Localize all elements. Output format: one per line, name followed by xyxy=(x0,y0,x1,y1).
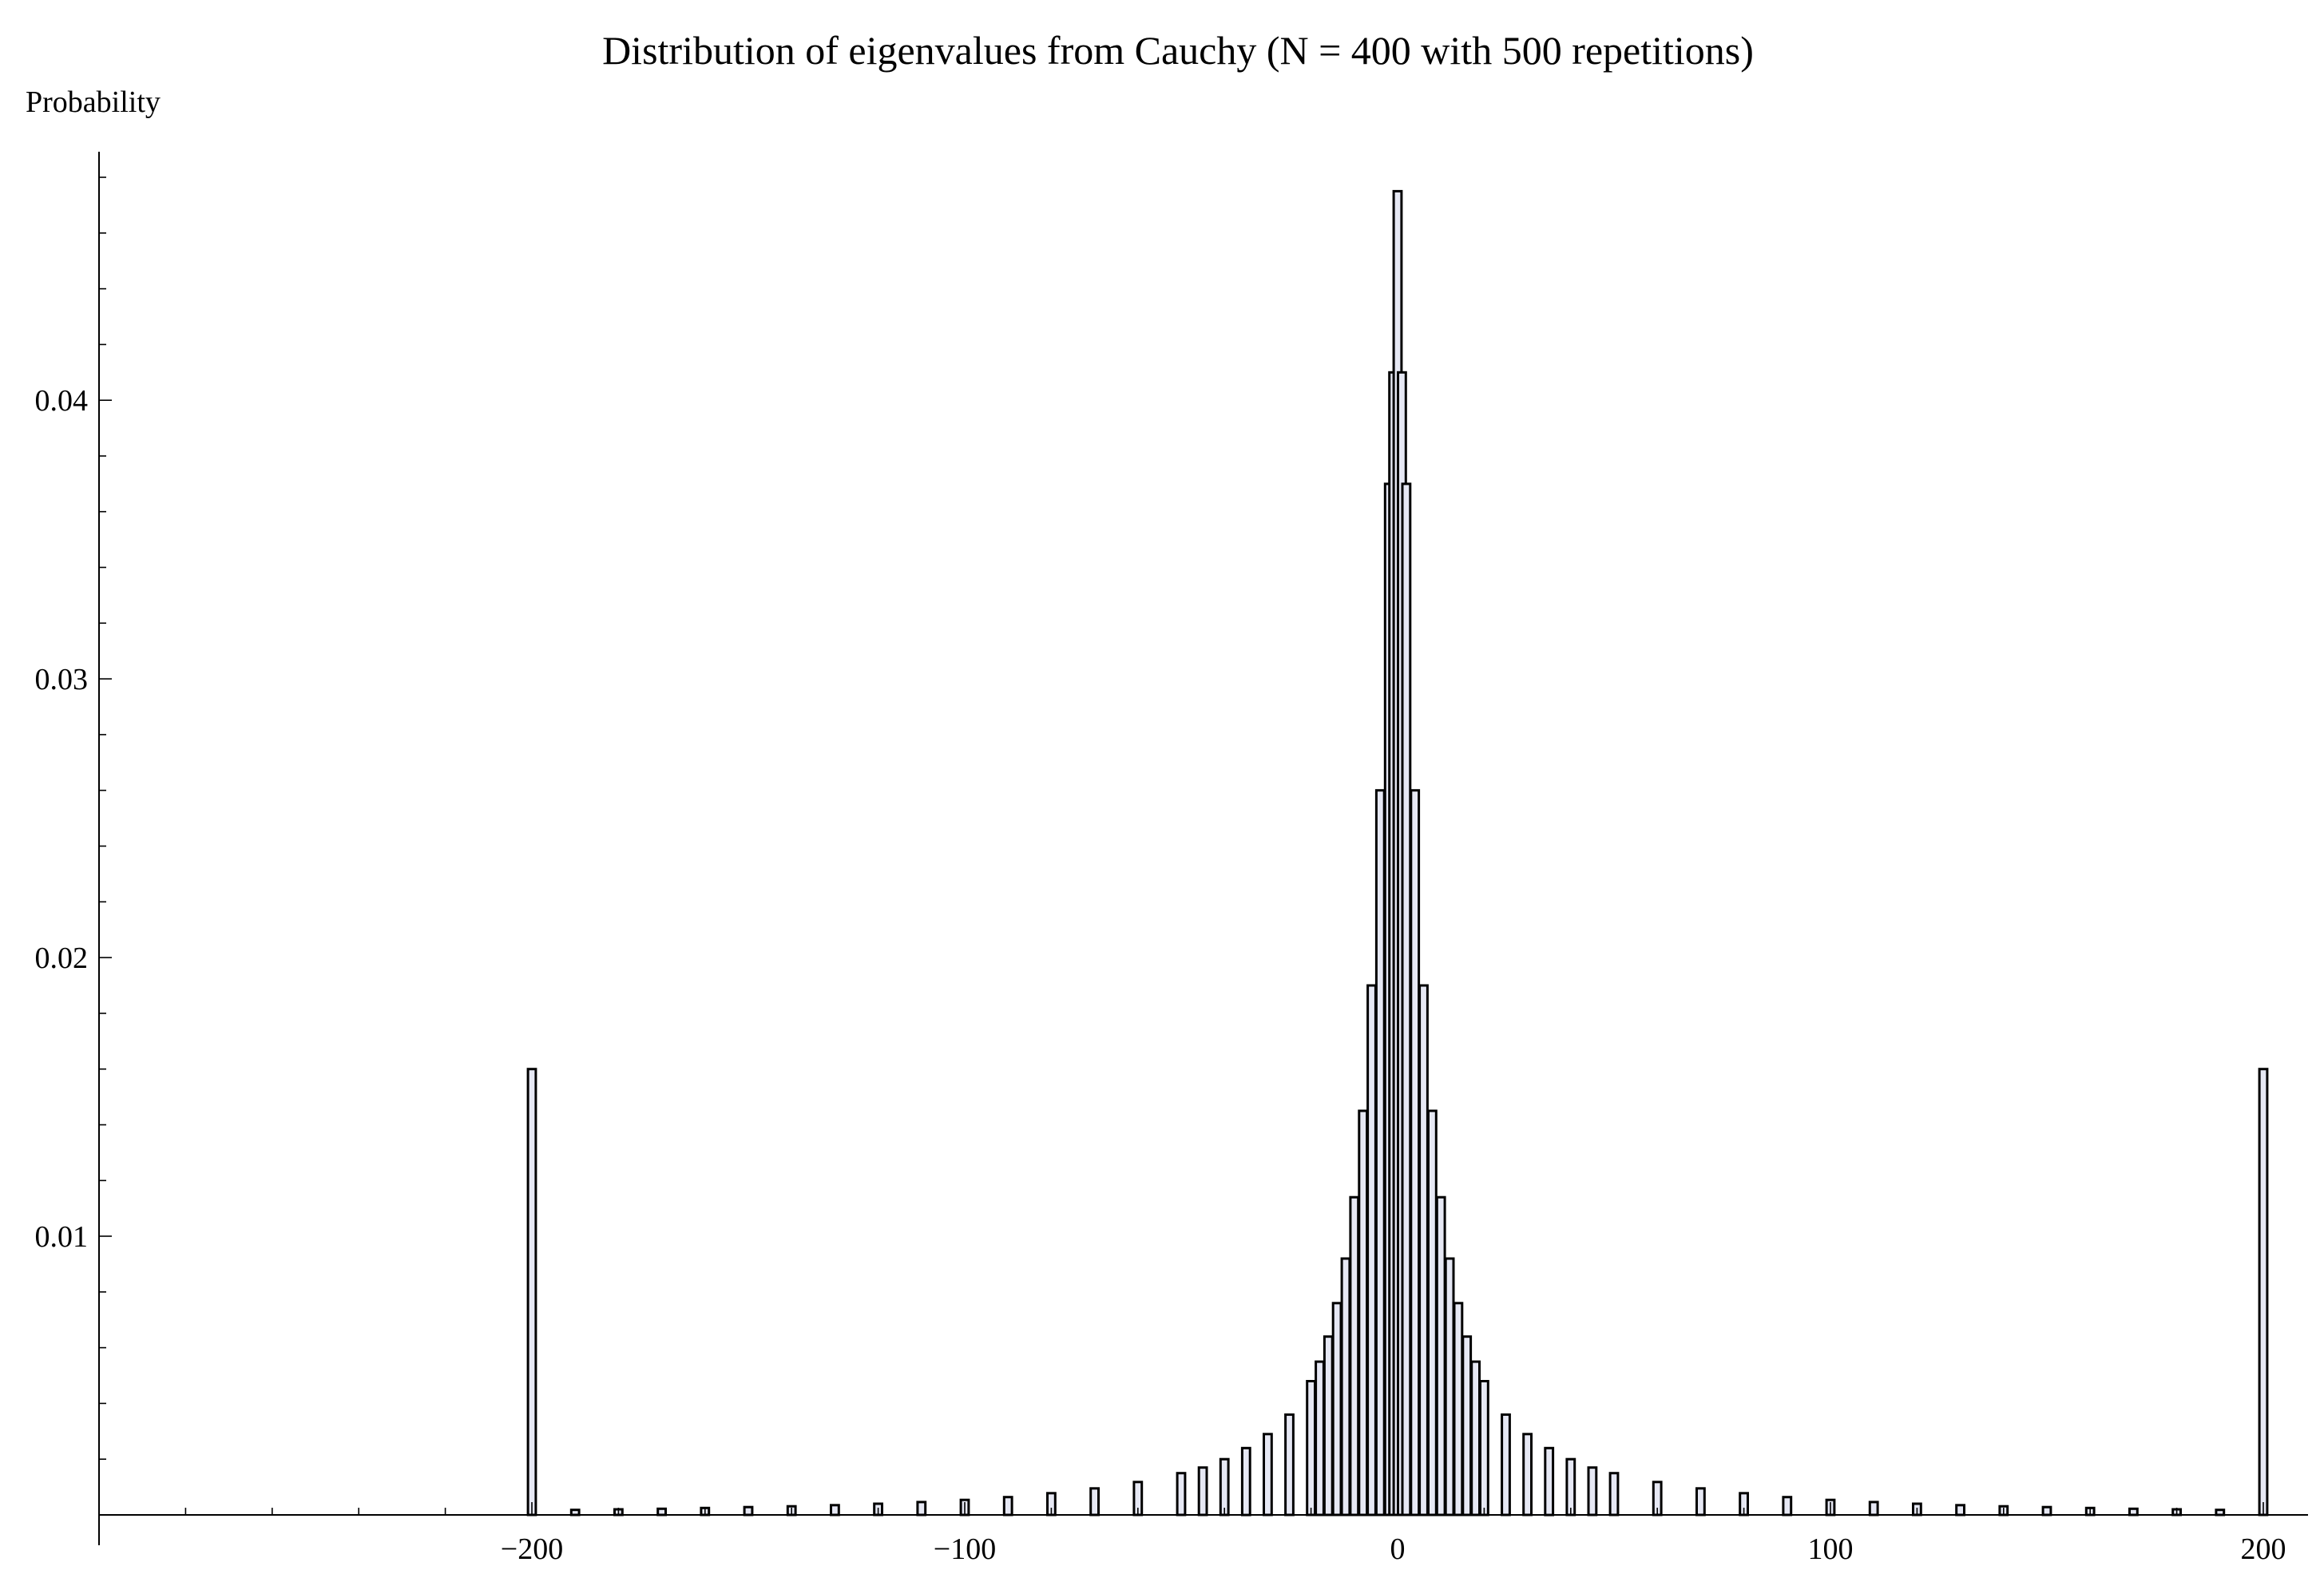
histogram-bar xyxy=(1427,1109,1438,1517)
histogram-bar xyxy=(1284,1413,1295,1517)
y-axis-ticks: 0.01 0.02 0.03 0.04 xyxy=(35,176,112,1460)
histogram-bar xyxy=(1444,1257,1455,1517)
x-axis-ticks: −200 −100 0 100 200 xyxy=(184,1502,2286,1566)
y-tick-label: 0.02 xyxy=(35,942,89,975)
histogram-bar xyxy=(1587,1466,1598,1517)
histogram-bar xyxy=(1868,1501,1879,1517)
x-tick-label: −100 xyxy=(934,1532,996,1566)
histogram-bar xyxy=(1263,1433,1273,1517)
histogram-bar xyxy=(1219,1457,1230,1517)
histogram-bar xyxy=(1366,984,1377,1517)
histogram-bar xyxy=(1565,1457,1576,1517)
histogram-bar xyxy=(1522,1433,1533,1517)
histogram-bar xyxy=(830,1504,840,1517)
histogram-bar xyxy=(1340,1257,1351,1517)
bars-group xyxy=(526,189,2269,1517)
histogram-bar xyxy=(1349,1195,1360,1517)
histogram-bar xyxy=(1306,1380,1316,1517)
histogram-bar xyxy=(1410,789,1421,1517)
histogram-bar xyxy=(916,1501,927,1517)
histogram-bar xyxy=(1470,1360,1481,1517)
histogram-bar xyxy=(656,1507,668,1517)
histogram-bar xyxy=(1002,1496,1013,1517)
histogram-bar xyxy=(2258,1068,2269,1517)
histogram-bar xyxy=(1089,1487,1100,1517)
histogram-bar xyxy=(1323,1335,1334,1517)
y-axis-label: Probability xyxy=(26,85,161,119)
histogram-bar xyxy=(2128,1507,2139,1517)
histogram-bar xyxy=(1331,1302,1342,1517)
histogram-bar xyxy=(1197,1466,1208,1517)
histogram-bar xyxy=(1608,1472,1620,1517)
histogram-bar xyxy=(526,1068,537,1517)
histogram-bar xyxy=(1240,1446,1251,1517)
y-tick-label: 0.01 xyxy=(35,1220,89,1254)
histogram-bar xyxy=(1955,1504,1965,1517)
histogram-bar xyxy=(1501,1413,1511,1517)
chart-title: Distribution of eigenvalues from Cauchy … xyxy=(602,28,1754,73)
x-tick-label: 100 xyxy=(1808,1532,1854,1566)
x-tick-label: 0 xyxy=(1390,1532,1406,1566)
x-tick-label: 200 xyxy=(2241,1532,2286,1566)
histogram-bar xyxy=(743,1505,754,1517)
histogram-bar xyxy=(1176,1472,1187,1517)
histogram-bar xyxy=(2041,1505,2052,1517)
histogram-bar xyxy=(1461,1335,1473,1517)
histogram-bar xyxy=(1453,1302,1464,1517)
histogram-bar xyxy=(1401,482,1412,1517)
y-tick-label: 0.03 xyxy=(35,663,89,696)
histogram-bar xyxy=(1544,1446,1555,1517)
histogram-bar xyxy=(1358,1109,1369,1517)
x-tick-label: −200 xyxy=(501,1532,563,1566)
histogram-bar xyxy=(1782,1496,1793,1517)
histogram-bar xyxy=(1418,984,1429,1517)
histogram-bar xyxy=(1374,789,1386,1517)
histogram-bar xyxy=(1435,1195,1446,1517)
histogram-bar xyxy=(1315,1360,1325,1517)
histogram-bar xyxy=(1695,1487,1706,1517)
histogram-bar xyxy=(1479,1380,1489,1517)
y-tick-label: 0.04 xyxy=(35,384,89,418)
